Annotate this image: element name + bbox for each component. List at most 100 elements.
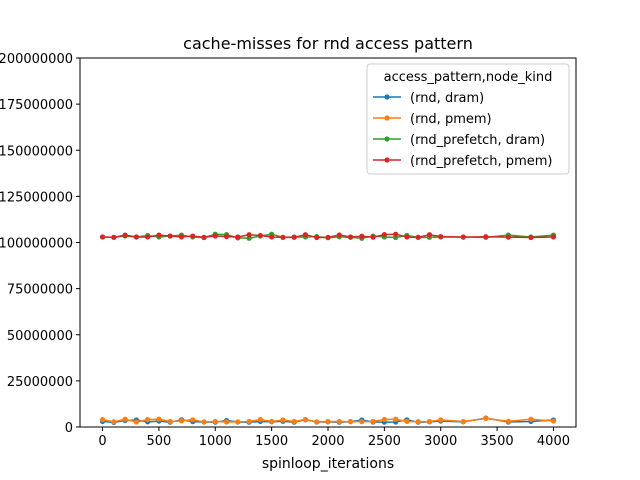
data-point bbox=[291, 234, 297, 240]
data-point bbox=[415, 419, 421, 425]
data-point bbox=[246, 232, 252, 238]
legend-entry: (rnd_prefetch, pmem) bbox=[373, 154, 552, 169]
legend-entry: (rnd, dram) bbox=[373, 91, 484, 106]
x-tick-label: 2500 bbox=[368, 434, 401, 449]
legend-title: access_pattern,node_kind bbox=[384, 70, 553, 85]
data-point bbox=[325, 418, 331, 425]
y-tick-label: 175000000 bbox=[0, 98, 73, 113]
data-point bbox=[438, 233, 444, 240]
data-point bbox=[505, 418, 511, 424]
data-point bbox=[347, 419, 354, 425]
data-point bbox=[269, 418, 275, 425]
y-tick-label: 150000000 bbox=[0, 144, 73, 159]
data-point bbox=[190, 233, 196, 239]
data-point bbox=[426, 418, 433, 425]
y-axis: 0 25000000 50000000 75000000 100000000 125000… bbox=[0, 52, 80, 436]
data-point bbox=[122, 232, 128, 238]
x-tick-label: 2000 bbox=[311, 434, 344, 449]
legend-swatch-marker bbox=[384, 157, 390, 163]
data-point bbox=[505, 234, 511, 240]
y-tick-label: 75000000 bbox=[7, 283, 73, 298]
data-point bbox=[223, 419, 230, 425]
data-point bbox=[460, 418, 466, 425]
x-tick-label: 1000 bbox=[199, 434, 232, 449]
x-tick-label: 4000 bbox=[537, 434, 570, 449]
data-point bbox=[325, 234, 331, 240]
data-point bbox=[190, 417, 196, 423]
data-point bbox=[257, 232, 263, 239]
data-point bbox=[212, 233, 218, 239]
data-point bbox=[370, 418, 376, 425]
data-point bbox=[111, 234, 117, 240]
data-point bbox=[314, 234, 320, 241]
data-point bbox=[246, 418, 252, 425]
data-point bbox=[359, 419, 365, 425]
data-point bbox=[167, 418, 173, 425]
data-point bbox=[336, 418, 342, 425]
data-point bbox=[302, 232, 309, 238]
data-point bbox=[483, 234, 489, 240]
data-point bbox=[212, 418, 218, 425]
data-point bbox=[145, 234, 151, 240]
legend-entry: (rnd_prefetch, dram) bbox=[373, 133, 545, 148]
series-1 bbox=[99, 415, 557, 425]
legend-entry: (rnd, pmem) bbox=[373, 112, 492, 127]
data-point bbox=[257, 417, 263, 423]
x-tick-label: 500 bbox=[146, 434, 171, 449]
data-point bbox=[122, 416, 128, 422]
data-point bbox=[460, 234, 466, 240]
x-axis: 0 500 1000 1500 2000 2500 3000 3500 4000 bbox=[98, 427, 570, 449]
y-tick-label: 25000000 bbox=[7, 375, 73, 390]
legend-label: (rnd, pmem) bbox=[410, 112, 492, 127]
data-point bbox=[223, 233, 230, 240]
data-point bbox=[291, 418, 297, 425]
data-point bbox=[381, 231, 387, 238]
data-point bbox=[145, 417, 151, 423]
data-point bbox=[336, 232, 342, 238]
data-point bbox=[201, 419, 207, 425]
data-point bbox=[302, 416, 309, 423]
x-tick-label: 0 bbox=[98, 434, 106, 449]
data-point bbox=[178, 234, 185, 240]
data-point bbox=[550, 234, 557, 240]
data-point bbox=[280, 417, 286, 423]
data-point bbox=[156, 416, 162, 422]
data-point bbox=[99, 234, 106, 240]
data-point bbox=[167, 233, 173, 239]
data-point bbox=[393, 416, 399, 422]
legend-label: (rnd_prefetch, pmem) bbox=[410, 154, 552, 169]
legend-swatch-marker bbox=[384, 115, 390, 121]
data-point bbox=[347, 234, 354, 240]
data-point bbox=[483, 415, 489, 422]
data-point bbox=[314, 419, 320, 425]
legend-swatch-marker bbox=[384, 136, 390, 142]
legend-label: (rnd, dram) bbox=[410, 91, 484, 106]
legend-box bbox=[366, 63, 570, 175]
data-point bbox=[133, 419, 139, 425]
legend-swatch-marker bbox=[384, 94, 390, 100]
data-point bbox=[269, 234, 275, 240]
y-tick-label: 50000000 bbox=[7, 329, 73, 344]
data-point bbox=[370, 234, 376, 240]
data-point bbox=[438, 417, 444, 423]
legend-label: (rnd_prefetch, dram) bbox=[410, 133, 545, 148]
y-tick-label: 200000000 bbox=[0, 52, 73, 67]
legend-entries: (rnd, dram) (rnd, pmem) (rnd_prefetch, dra… bbox=[373, 91, 552, 169]
data-point bbox=[201, 234, 207, 240]
data-point bbox=[111, 419, 117, 425]
data-point bbox=[99, 417, 106, 423]
data-point bbox=[381, 416, 387, 423]
data-point bbox=[426, 232, 433, 238]
data-point bbox=[178, 418, 185, 424]
data-point bbox=[156, 232, 162, 238]
data-point bbox=[280, 234, 286, 240]
data-point bbox=[528, 416, 534, 422]
data-point bbox=[550, 418, 557, 424]
y-tick-label: 100000000 bbox=[0, 237, 73, 252]
data-point bbox=[235, 234, 241, 240]
x-tick-label: 1500 bbox=[255, 434, 288, 449]
y-tick-label: 0 bbox=[65, 421, 73, 436]
data-point bbox=[393, 231, 399, 237]
y-tick-label: 125000000 bbox=[0, 190, 73, 205]
